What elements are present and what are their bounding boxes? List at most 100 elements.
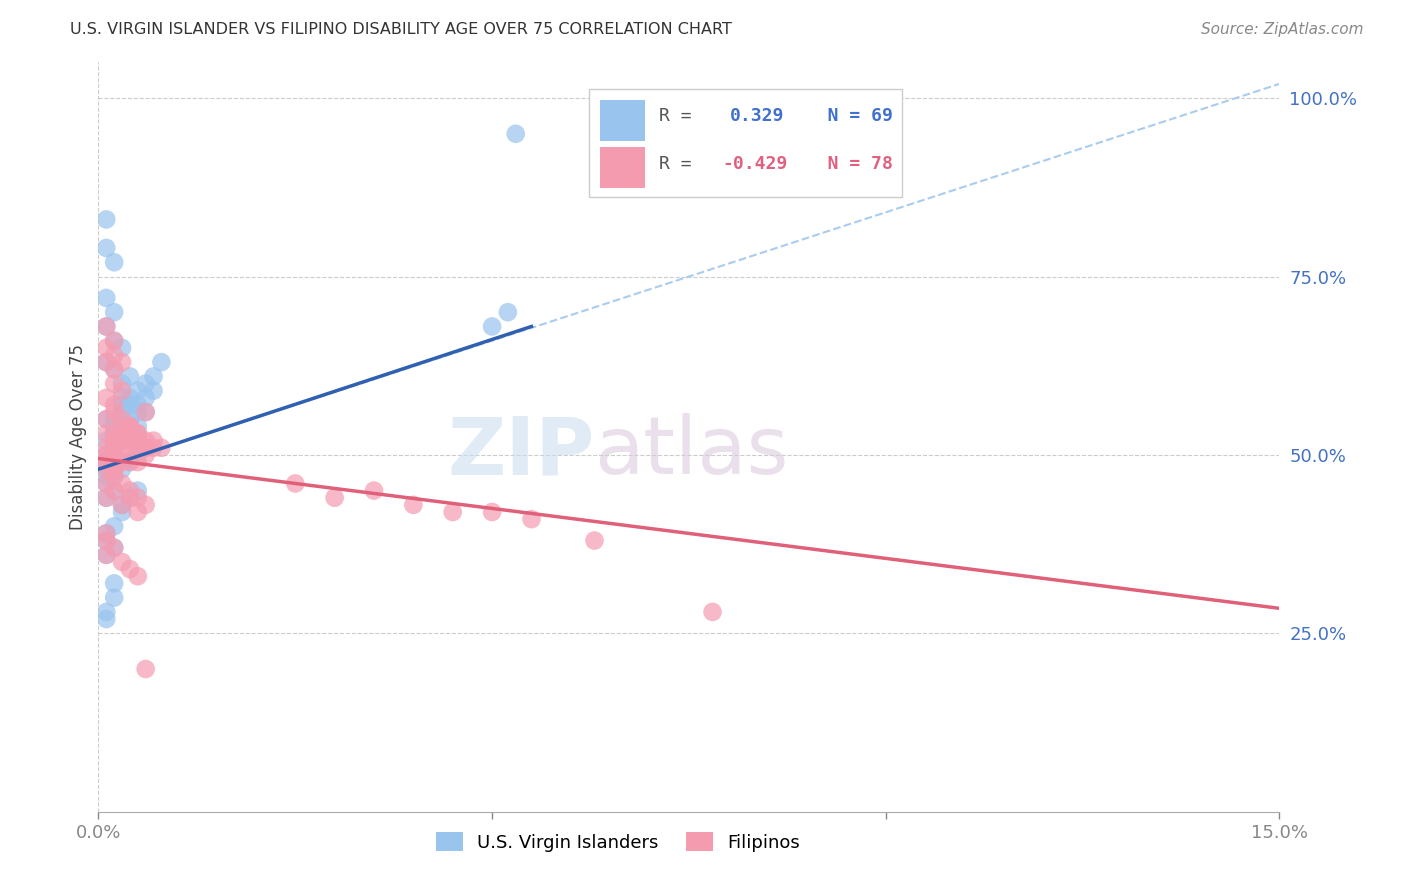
Point bbox=[96, 455, 118, 469]
Point bbox=[96, 469, 118, 483]
Point bbox=[135, 441, 157, 455]
Point bbox=[96, 448, 118, 462]
Point bbox=[118, 455, 141, 469]
Point bbox=[402, 498, 425, 512]
Point bbox=[111, 498, 134, 512]
Point bbox=[96, 533, 118, 548]
Point bbox=[702, 605, 724, 619]
Point bbox=[103, 448, 125, 462]
Point bbox=[135, 448, 157, 462]
Point bbox=[103, 255, 125, 269]
Text: ZIP: ZIP bbox=[447, 413, 595, 491]
Point bbox=[103, 541, 125, 555]
Point bbox=[111, 376, 134, 391]
Point bbox=[111, 341, 134, 355]
Point bbox=[127, 398, 149, 412]
Point bbox=[118, 562, 141, 576]
Text: N = 78: N = 78 bbox=[796, 154, 893, 172]
Point bbox=[135, 662, 157, 676]
Point bbox=[96, 533, 118, 548]
Point bbox=[96, 548, 118, 562]
Point bbox=[111, 448, 134, 462]
Point bbox=[103, 434, 125, 448]
Point bbox=[96, 412, 118, 426]
Point bbox=[96, 441, 118, 455]
Point bbox=[118, 491, 141, 505]
Point bbox=[142, 441, 165, 455]
Text: atlas: atlas bbox=[595, 413, 789, 491]
Point bbox=[96, 355, 118, 369]
Point bbox=[583, 533, 606, 548]
Point bbox=[135, 441, 157, 455]
Point bbox=[96, 462, 118, 476]
Point bbox=[96, 548, 118, 562]
Point bbox=[118, 419, 141, 434]
Point bbox=[284, 476, 307, 491]
Point bbox=[127, 448, 149, 462]
Point bbox=[96, 476, 118, 491]
Point bbox=[118, 434, 141, 448]
Point bbox=[323, 491, 346, 505]
Point bbox=[96, 526, 118, 541]
Point bbox=[520, 512, 543, 526]
Point bbox=[127, 419, 149, 434]
Point bbox=[127, 434, 149, 448]
Point bbox=[96, 491, 118, 505]
Text: R =: R = bbox=[659, 107, 714, 126]
Point bbox=[103, 334, 125, 348]
Point bbox=[96, 391, 118, 405]
Point bbox=[103, 462, 125, 476]
Point bbox=[96, 434, 118, 448]
Point bbox=[111, 355, 134, 369]
Point bbox=[127, 491, 149, 505]
Text: -0.429: -0.429 bbox=[723, 154, 787, 172]
Point bbox=[118, 369, 141, 384]
Point bbox=[103, 419, 125, 434]
Point bbox=[127, 483, 149, 498]
Point bbox=[96, 241, 118, 255]
Point bbox=[118, 391, 141, 405]
Point bbox=[111, 434, 134, 448]
Point bbox=[118, 412, 141, 426]
Point bbox=[118, 455, 141, 469]
Point bbox=[103, 462, 125, 476]
Point bbox=[127, 505, 149, 519]
Point bbox=[135, 405, 157, 419]
Point bbox=[481, 505, 503, 519]
Point bbox=[111, 555, 134, 569]
Point bbox=[103, 483, 125, 498]
Point bbox=[505, 127, 527, 141]
Point bbox=[96, 462, 118, 476]
Point bbox=[118, 426, 141, 441]
Point bbox=[96, 455, 118, 469]
Point bbox=[111, 434, 134, 448]
Text: 0.329: 0.329 bbox=[730, 107, 785, 126]
Point bbox=[142, 369, 165, 384]
Point bbox=[96, 291, 118, 305]
Point bbox=[150, 441, 173, 455]
Point bbox=[135, 376, 157, 391]
Point bbox=[127, 441, 149, 455]
Point bbox=[96, 605, 118, 619]
Point bbox=[150, 355, 173, 369]
Point bbox=[103, 426, 125, 441]
Point bbox=[103, 434, 125, 448]
Point bbox=[103, 426, 125, 441]
Point bbox=[127, 426, 149, 441]
Point bbox=[481, 319, 503, 334]
Point bbox=[127, 405, 149, 419]
Y-axis label: Disability Age Over 75: Disability Age Over 75 bbox=[69, 344, 87, 530]
Point bbox=[111, 384, 134, 398]
Point bbox=[135, 498, 157, 512]
Point bbox=[103, 483, 125, 498]
Point bbox=[118, 419, 141, 434]
Point bbox=[103, 412, 125, 426]
Point bbox=[96, 476, 118, 491]
Point bbox=[103, 434, 125, 448]
Point bbox=[135, 405, 157, 419]
Point bbox=[103, 405, 125, 419]
Point bbox=[127, 569, 149, 583]
Point bbox=[111, 455, 134, 469]
Point bbox=[111, 412, 134, 426]
Point bbox=[103, 348, 125, 362]
